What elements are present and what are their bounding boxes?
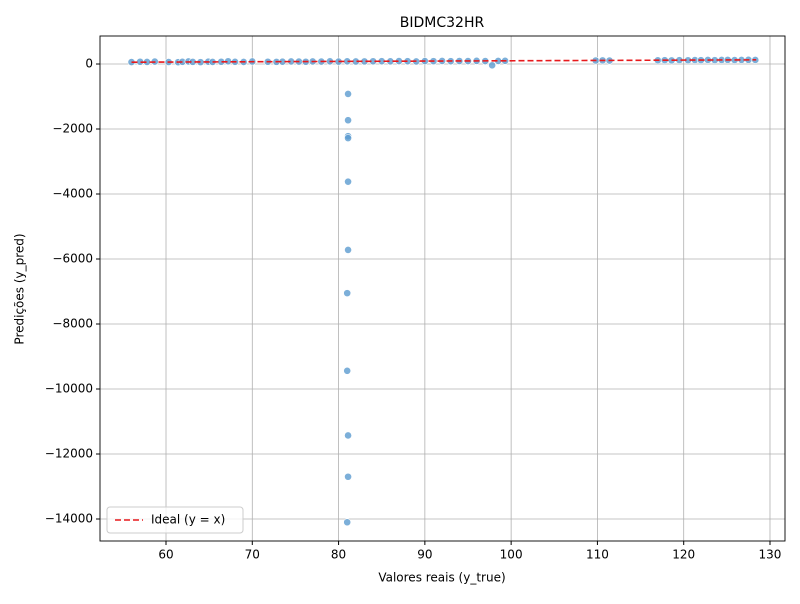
- x-tick-label: 80: [331, 548, 346, 562]
- ideal-line: [131, 59, 757, 63]
- x-tick-label: 120: [672, 548, 695, 562]
- x-tick-label: 100: [500, 548, 523, 562]
- point: [344, 134, 352, 143]
- point: [344, 90, 352, 98]
- x-tick-label: 60: [158, 548, 173, 562]
- y-tick-label: 0: [85, 57, 93, 71]
- x-tick-label: 70: [245, 548, 260, 562]
- x-tick-label: 90: [417, 548, 432, 562]
- point: [344, 246, 352, 254]
- point: [344, 177, 352, 186]
- legend-box: [106, 506, 244, 534]
- point: [343, 518, 352, 527]
- x-tick-label: 130: [759, 548, 782, 562]
- point: [343, 289, 352, 298]
- y-tick-label: −10000: [45, 382, 93, 396]
- y-axis-label: Predições (y_pred): [13, 233, 27, 344]
- plot-frame: [99, 35, 786, 542]
- y-tick-label: −12000: [45, 447, 93, 461]
- point: [344, 431, 352, 440]
- point: [344, 472, 352, 481]
- legend-label: Ideal (y = x): [151, 513, 225, 527]
- y-tick-label: −2000: [52, 122, 93, 136]
- y-tick-label: −8000: [52, 317, 93, 331]
- x-tick-label: 110: [586, 548, 609, 562]
- y-tick-label: −4000: [52, 187, 93, 201]
- chart-title: BIDMC32HR: [400, 15, 485, 31]
- x-axis-label: Valores reais (y_true): [378, 571, 505, 585]
- point: [488, 61, 497, 70]
- y-tick-label: −14000: [45, 511, 93, 525]
- y-tick-label: −6000: [52, 252, 93, 266]
- point: [344, 116, 352, 125]
- point: [343, 366, 352, 375]
